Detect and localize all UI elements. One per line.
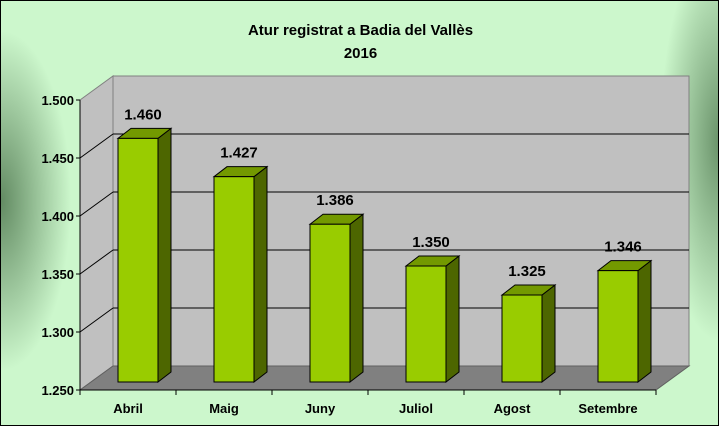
x-tick-label: Setembre [578,401,637,416]
bar-side [445,254,460,384]
gridline-side [79,191,114,217]
x-tick-label: Agost [494,401,532,416]
data-label: 1.460 [124,106,162,123]
data-label: 1.427 [220,145,258,162]
bar [213,176,255,383]
bar [117,137,159,383]
bar-side [349,213,364,384]
bar [405,265,447,383]
x-tick-label: Maig [209,401,239,416]
gridline-side [79,307,114,333]
bar-side [253,165,268,384]
bar [309,223,351,383]
y-tick-label: 1.400 [41,209,74,224]
y-tick-label: 1.350 [41,267,74,282]
chart-title: Atur registrat a Badia del Vallès [247,22,474,39]
x-tick-label: Juny [305,401,336,416]
y-tick-label: 1.300 [41,325,74,340]
bar-side [157,127,172,384]
x-tick-label: Abril [113,401,143,416]
bar [501,294,543,383]
chart-subtitle: 2016 [343,45,378,62]
data-label: 1.386 [316,192,354,209]
bar-side [637,259,652,384]
data-label: 1.346 [604,239,642,256]
side-wall [79,75,114,391]
y-tick-label: 1.450 [41,151,74,166]
data-label: 1.325 [508,263,546,280]
bar-side [541,283,556,384]
x-tick-label: Juliol [399,401,433,416]
y-tick-label: 1.250 [41,383,74,398]
data-label: 1.350 [412,234,450,251]
gridline-side [79,249,114,275]
y-tick-label: 1.500 [41,93,74,108]
bar [597,270,639,383]
gridline-side [79,133,114,159]
